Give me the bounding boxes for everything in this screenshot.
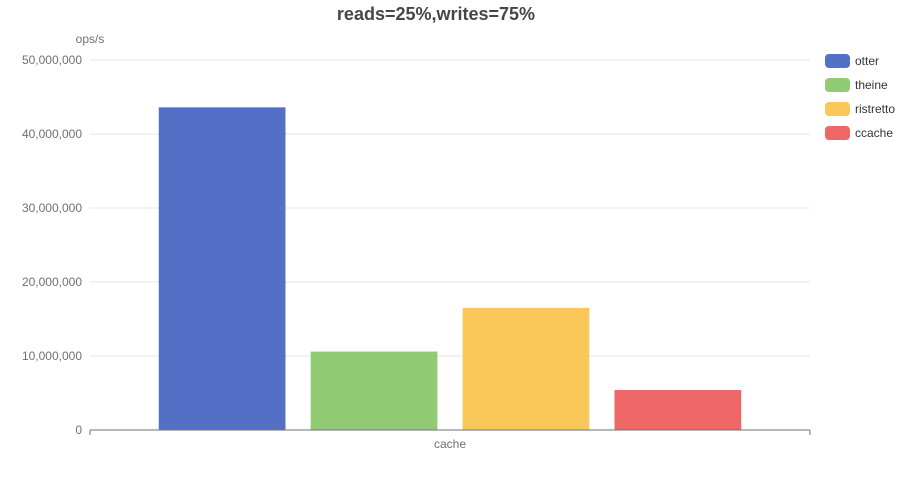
bar-ccache bbox=[614, 390, 742, 430]
bar-ristretto bbox=[462, 307, 590, 430]
bar-otter bbox=[158, 107, 286, 431]
legend-item-otter[interactable]: otter bbox=[825, 54, 879, 68]
legend-label: theine bbox=[855, 78, 888, 92]
legend-item-theine[interactable]: theine bbox=[825, 78, 888, 92]
legend-swatch bbox=[825, 102, 850, 116]
y-tick-label: 40,000,000 bbox=[22, 127, 82, 141]
legend-swatch bbox=[825, 54, 850, 68]
legend-item-ccache[interactable]: ccache bbox=[825, 126, 893, 140]
y-tick-label: 20,000,000 bbox=[22, 275, 82, 289]
bars bbox=[158, 107, 742, 431]
legend-item-ristretto[interactable]: ristretto bbox=[825, 102, 895, 116]
legend: otter theine ristretto ccache bbox=[825, 54, 895, 140]
x-axis: cache bbox=[89, 429, 811, 451]
y-tick-label: 0 bbox=[75, 423, 82, 437]
y-axis-label: ops/s bbox=[76, 32, 105, 46]
y-tick-label: 50,000,000 bbox=[22, 53, 82, 67]
legend-label: ristretto bbox=[855, 102, 895, 116]
x-tick-label: cache bbox=[434, 437, 466, 451]
chart-title: reads=25%,writes=75% bbox=[337, 4, 535, 24]
legend-label: otter bbox=[855, 54, 879, 68]
y-tick-label: 30,000,000 bbox=[22, 201, 82, 215]
y-tick-label: 10,000,000 bbox=[22, 349, 82, 363]
y-axis-ticks: 0 10,000,000 20,000,000 30,000,000 40,000,00… bbox=[22, 53, 82, 437]
legend-swatch bbox=[825, 78, 850, 92]
bar-theine bbox=[310, 351, 438, 430]
legend-label: ccache bbox=[855, 126, 893, 140]
legend-swatch bbox=[825, 126, 850, 140]
